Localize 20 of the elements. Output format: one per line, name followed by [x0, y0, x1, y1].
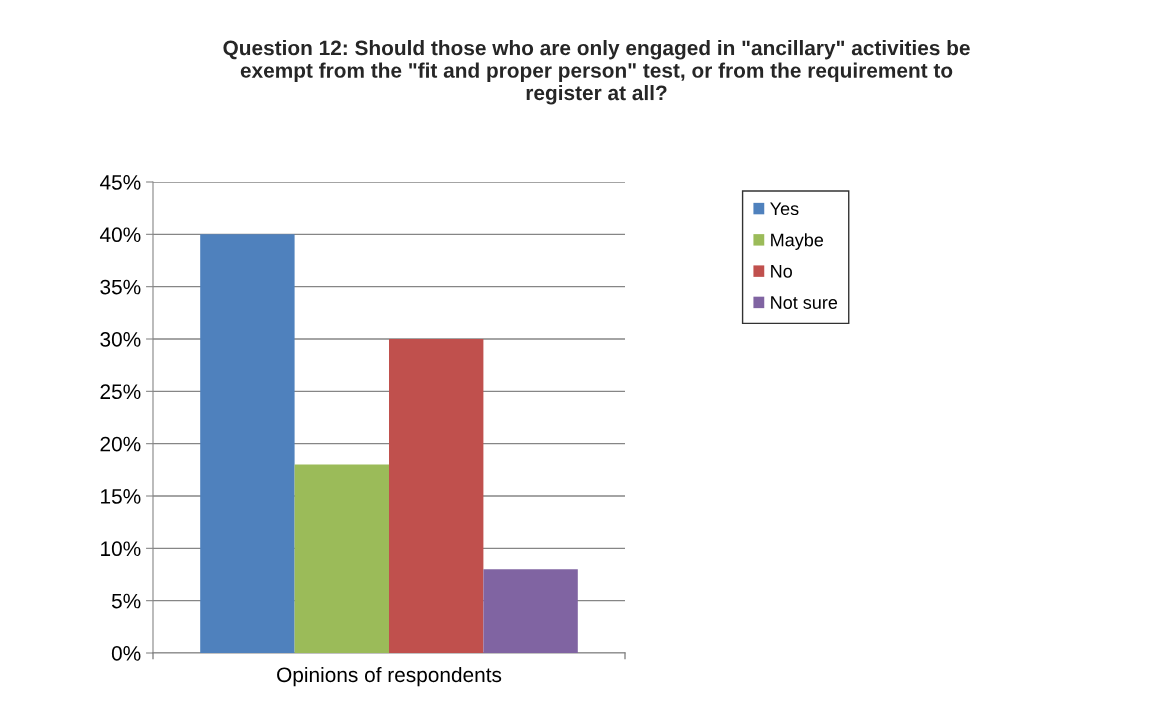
y-tick-label: 5%	[111, 593, 141, 609]
y-tick-label: 35%	[100, 279, 141, 295]
y-tick-label: 30%	[100, 332, 141, 347]
y-tick-label: 45%	[99, 175, 141, 190]
y-tick-label: 25%	[100, 384, 141, 400]
y-tick-label: 0%	[111, 646, 141, 661]
bar	[200, 234, 295, 653]
bar	[294, 464, 389, 653]
x-tick-label: Opinions of respondents	[277, 666, 502, 687]
bar	[389, 339, 484, 653]
y-tick-label: 10%	[101, 541, 141, 557]
y-tick-label: 40%	[99, 227, 141, 243]
y-tick-label: 20%	[100, 436, 141, 452]
y-tick-label: 15%	[101, 489, 141, 504]
legend-label: No	[771, 265, 792, 278]
legend-label: Not sure	[771, 296, 838, 309]
legend-label: Yes	[770, 202, 799, 216]
legend-label: Maybe	[771, 233, 824, 250]
bar	[483, 569, 578, 653]
chart-title: Question 12: Should those who are only engaged in "ancillary" activities be exempt from the "fit and proper person" test, or from the requirement to register at all?	[223, 40, 970, 105]
